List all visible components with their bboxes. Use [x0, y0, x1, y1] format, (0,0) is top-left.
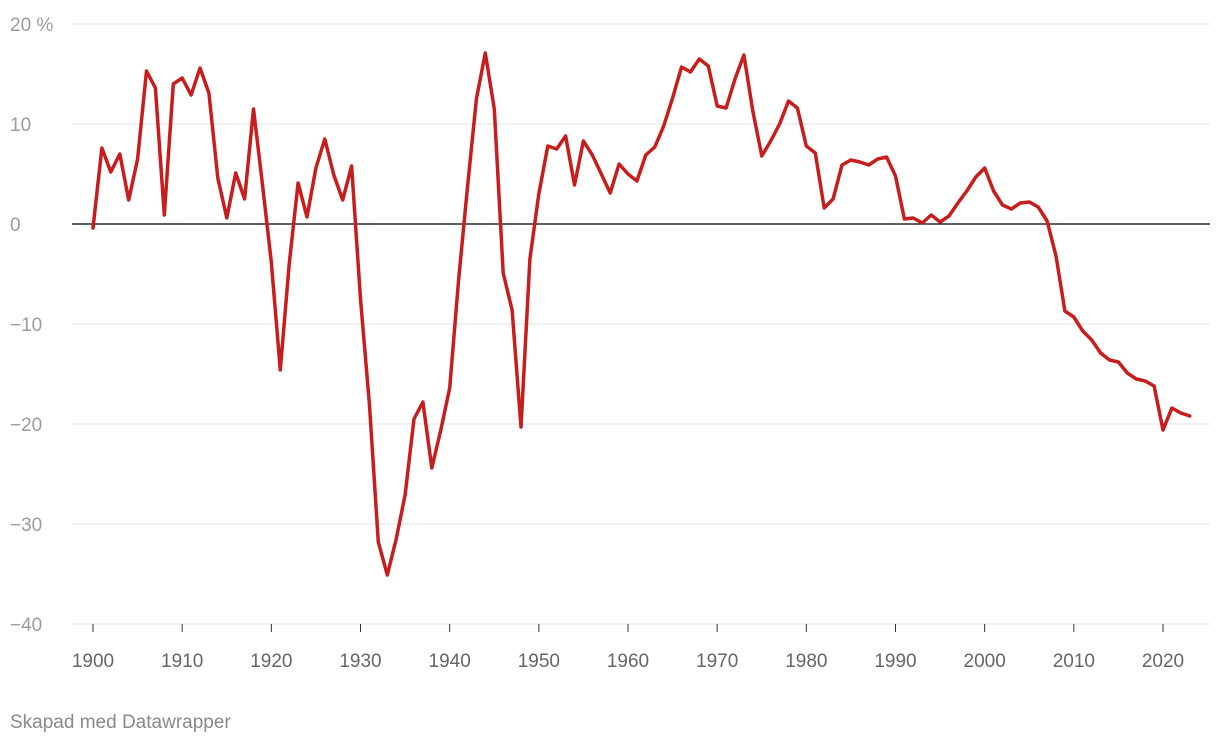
y-tick-label: 10 — [10, 115, 31, 136]
footer-credit: Skapad med Datawrapper — [10, 712, 231, 733]
series-line — [91, 51, 1192, 577]
series-layer — [91, 51, 1192, 577]
x-tick-label: 2020 — [1142, 651, 1184, 672]
x-tick-label: 1930 — [339, 651, 381, 672]
y-tick-label: −10 — [10, 315, 42, 336]
x-tick-label: 1920 — [250, 651, 292, 672]
x-tick-label: 1960 — [607, 651, 649, 672]
x-tick-label: 1900 — [72, 651, 114, 672]
x-tick-label: 1990 — [874, 651, 916, 672]
x-tick-label: 2000 — [964, 651, 1006, 672]
x-axis: 1900 1910 1920 1930 1940 1950 1960 1970 1980 1990… — [72, 624, 1184, 672]
x-tick-label: 1910 — [161, 651, 203, 672]
y-tick-label: −40 — [10, 615, 42, 636]
x-tick-label: 2010 — [1053, 651, 1095, 672]
x-tick-label: 1940 — [429, 651, 471, 672]
y-axis: 20 % 10 0 −10 −20 −30 −40 — [10, 15, 53, 636]
x-tick-label: 1980 — [785, 651, 827, 672]
x-tick-label: 1970 — [696, 651, 738, 672]
x-tick-label: 1950 — [518, 651, 560, 672]
y-tick-label: 0 — [10, 215, 21, 236]
gridlines — [72, 23, 1210, 625]
y-tick-label: −20 — [10, 415, 42, 436]
y-tick-label: 20 % — [10, 15, 53, 36]
y-tick-label: −30 — [10, 515, 42, 536]
